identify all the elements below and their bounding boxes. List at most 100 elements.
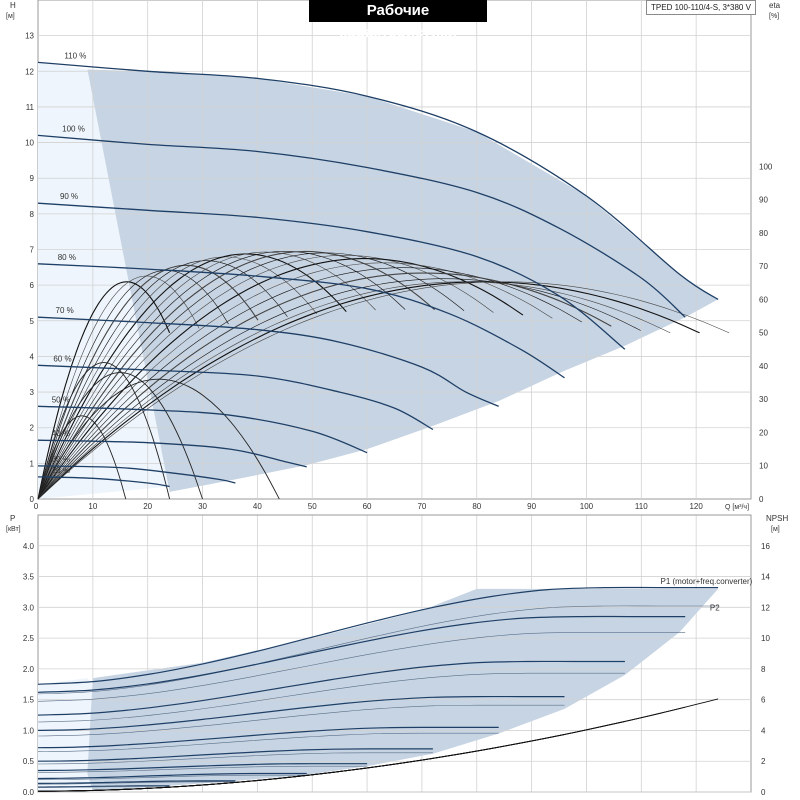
p1-curve (37, 772, 307, 780)
eta-tick-label: 70 (759, 262, 768, 271)
npsh-tick-label: 16 (761, 542, 770, 551)
p-tick-label: 1.0 (23, 726, 35, 735)
eta-tick-label: 40 (759, 362, 768, 371)
speed-curve (37, 61, 719, 300)
speed-curve (37, 465, 236, 484)
p-tick-label: 0.5 (23, 757, 35, 766)
speed-curve-label: 90 % (60, 192, 78, 201)
efficiency-curve (37, 281, 730, 500)
p1-curve (37, 748, 433, 762)
p2-label: P2 (710, 603, 720, 612)
p-tick-label: 3.0 (23, 603, 35, 612)
efficiency-curve (37, 281, 171, 500)
eta-tick-label: 100 (759, 162, 773, 171)
eta-tick-label: 10 (759, 462, 768, 471)
efficiency-curve (37, 256, 318, 500)
speed-curve (37, 405, 368, 454)
p2-curve (37, 781, 236, 785)
y-tick-label: 1 (30, 459, 35, 468)
y-axis-label: H (10, 1, 16, 10)
npsh-tick-label: 2 (761, 757, 766, 766)
npsh-tick-label: 8 (761, 665, 766, 674)
y-tick-label: 13 (25, 32, 34, 41)
p-axis-unit: [кВт] (6, 526, 21, 533)
efficiency-curve (37, 251, 376, 500)
p2-curve (37, 732, 499, 752)
efficiency-curve (37, 281, 671, 500)
efficiency-curve (37, 258, 524, 500)
y-tick-label: 0 (30, 495, 35, 504)
chart-title: Рабочие характеристики (309, 0, 487, 41)
p1-label: P1 (motor+freq.converter) (661, 577, 753, 586)
x-tick-label: 90 (527, 502, 536, 511)
x-tick-label: 70 (417, 502, 426, 511)
efficiency-curve (37, 250, 406, 500)
p1-curve (37, 763, 368, 772)
p2-curve (37, 765, 368, 773)
efficiency-curve (37, 281, 700, 500)
efficiency-curve (37, 278, 641, 500)
p2-curve (37, 786, 170, 788)
x-tick-label: 60 (363, 502, 372, 511)
npsh-tick-label: 4 (761, 726, 766, 735)
eta-tick-label: 90 (759, 196, 768, 205)
efficiency-curve (37, 250, 435, 500)
eta-tick-label: 80 (759, 229, 768, 238)
speed-curve (37, 476, 170, 488)
x-tick-label: 50 (308, 502, 317, 511)
y-tick-label: 9 (30, 174, 35, 183)
y-tick-label: 10 (25, 139, 34, 148)
p2-curve (37, 605, 719, 695)
x-tick-label: 30 (198, 502, 207, 511)
head-low-flow-area (38, 62, 170, 499)
p2-curve (37, 752, 433, 765)
efficiency-curve (37, 254, 494, 500)
x-tick-label: 120 (689, 502, 703, 511)
p-tick-label: 4.0 (23, 542, 35, 551)
npsh-tick-label: 12 (761, 603, 770, 612)
y-tick-label: 7 (30, 246, 35, 255)
efficiency-curve (37, 253, 347, 500)
npsh-tick-label: 0 (761, 788, 766, 797)
p-tick-label: 0.0 (23, 788, 35, 797)
y-axis-unit: [м] (6, 13, 15, 20)
head-operating-area (87, 69, 719, 492)
p1-curve (37, 615, 686, 693)
p2-curve (37, 631, 686, 702)
speed-curve (37, 439, 307, 468)
p1-curve (37, 695, 565, 731)
x-tick-label: 80 (472, 502, 481, 511)
speed-curve-label: 50 % (52, 395, 70, 404)
p-tick-label: 2.5 (23, 634, 35, 643)
efficiency-curve (37, 372, 203, 500)
eta-tick-label: 60 (759, 295, 768, 304)
p2-curve (37, 774, 307, 780)
speed-curve-label: 110 % (64, 51, 86, 60)
efficiency-curve (37, 267, 582, 500)
npsh-axis-label: NPSH (766, 514, 788, 523)
p1-curve (37, 785, 170, 788)
npsh-curve (38, 786, 170, 792)
x-tick-label: 0 (34, 502, 39, 511)
power-operating-area (87, 588, 719, 791)
eta-tick-label: 0 (759, 495, 764, 504)
speed-curve (37, 202, 626, 350)
y-tick-label: 12 (25, 67, 34, 76)
x-tick-label: 40 (253, 502, 262, 511)
p-tick-label: 3.5 (23, 573, 35, 582)
efficiency-curve (37, 264, 259, 500)
y-tick-label: 4 (30, 352, 35, 361)
y-tick-label: 8 (30, 210, 35, 219)
npsh-axis-unit: [м] (771, 526, 780, 533)
speed-curve (37, 316, 499, 407)
speed-curve (37, 263, 565, 379)
npsh-tick-label: 14 (761, 573, 770, 582)
x-tick-label: 110 (635, 502, 648, 511)
x-tick-label: 100 (580, 502, 594, 511)
speed-curve-label: 60 % (53, 354, 71, 363)
x-axis-label: Q [м³/ч] (725, 504, 749, 511)
head-panel: 110 %100 %90 %80 %70 %60 %50 %40 %30 %20… (6, 0, 781, 511)
eta-axis-unit: [%] (769, 13, 779, 20)
speed-curve-label: 20 % (52, 466, 70, 475)
